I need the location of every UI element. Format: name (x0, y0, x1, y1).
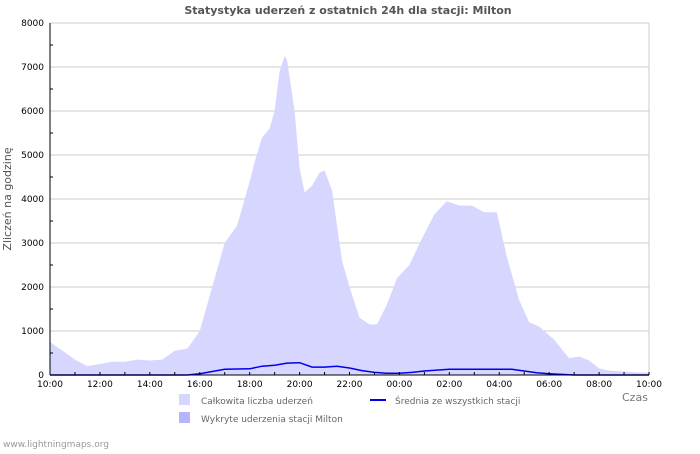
x-tick-label: 08:00 (586, 380, 612, 390)
y-tick-label: 3000 (21, 239, 44, 249)
footer-link[interactable]: www.lightningmaps.org (3, 440, 109, 450)
x-tick-label: 02:00 (436, 380, 462, 390)
series-area-0 (50, 56, 649, 375)
chart-title: Statystyka uderzeń z ostatnich 24h dla s… (184, 4, 511, 17)
legend-label-total: Całkowita liczba uderzeń (201, 397, 313, 407)
y-tick-label: 6000 (21, 107, 44, 117)
y-tick-label: 0 (38, 371, 44, 381)
legend-swatch-station (179, 412, 190, 423)
legend-label-station: Wykryte uderzenia stacji Milton (201, 415, 343, 425)
y-tick-label: 5000 (21, 151, 44, 161)
axes: 0 1000 2000 3000 4000 5000 6000 7000 8000 10:00 12… (21, 19, 662, 390)
x-axis-label: Czas (622, 391, 648, 404)
legend-swatch-average (370, 399, 386, 401)
legend-label-average: Średnia ze wszystkich stacji (395, 395, 520, 407)
x-tick-label: 14:00 (137, 380, 163, 390)
x-tick-label: 00:00 (386, 380, 412, 390)
x-tick-label: 10:00 (37, 380, 63, 390)
x-tick-label: 10:00 (636, 380, 662, 390)
x-tick-label: 04:00 (486, 380, 512, 390)
y-tick-label: 7000 (21, 63, 44, 73)
x-tick-label: 16:00 (187, 380, 213, 390)
y-tick-label: 2000 (21, 283, 44, 293)
y-tick-label: 1000 (21, 327, 44, 337)
x-tick-label: 22:00 (337, 380, 363, 390)
y-tick-label: 4000 (21, 195, 44, 205)
legend-swatch-total (179, 394, 190, 405)
grid (50, 22, 650, 375)
y-tick-label: 8000 (21, 19, 44, 29)
x-tick-label: 06:00 (536, 380, 562, 390)
x-tick-label: 18:00 (237, 380, 263, 390)
x-tick-label: 20:00 (287, 380, 313, 390)
y-axis-label: Zliczeń na godzinę (1, 147, 14, 250)
series-line-1 (50, 361, 649, 376)
marks (50, 56, 649, 376)
x-tick-label: 12:00 (87, 380, 113, 390)
